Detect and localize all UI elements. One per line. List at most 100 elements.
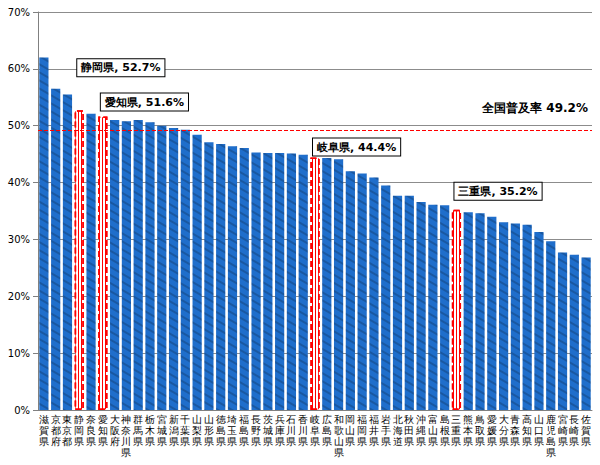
svg-text:森: 森 bbox=[510, 425, 520, 436]
svg-text:岐阜県, 44.4%: 岐阜県, 44.4% bbox=[317, 141, 396, 154]
svg-text:阜: 阜 bbox=[310, 425, 320, 436]
svg-text:口: 口 bbox=[534, 425, 544, 436]
svg-text:島: 島 bbox=[322, 425, 332, 436]
svg-text:県: 県 bbox=[558, 436, 568, 447]
svg-text:県: 県 bbox=[499, 436, 509, 447]
svg-text:群: 群 bbox=[133, 414, 143, 425]
svg-text:和: 和 bbox=[334, 414, 344, 425]
svg-text:宮: 宮 bbox=[558, 414, 568, 425]
svg-text:愛: 愛 bbox=[98, 414, 108, 425]
svg-text:奈: 奈 bbox=[121, 425, 131, 436]
svg-text:長: 長 bbox=[569, 414, 579, 425]
svg-text:県: 県 bbox=[322, 436, 332, 447]
svg-text:島: 島 bbox=[440, 414, 450, 425]
svg-text:形: 形 bbox=[204, 425, 214, 436]
svg-text:田: 田 bbox=[404, 425, 414, 436]
svg-text:手: 手 bbox=[381, 425, 391, 436]
svg-text:秋: 秋 bbox=[404, 414, 414, 425]
svg-text:広: 広 bbox=[322, 414, 332, 425]
svg-text:崎: 崎 bbox=[569, 425, 579, 436]
svg-text:阪: 阪 bbox=[110, 425, 120, 436]
svg-text:山: 山 bbox=[345, 425, 355, 436]
svg-text:愛知県, 51.6%: 愛知県, 51.6% bbox=[105, 96, 184, 109]
svg-text:50%: 50% bbox=[8, 120, 30, 131]
svg-text:県: 県 bbox=[451, 436, 461, 447]
svg-text:馬: 馬 bbox=[132, 425, 143, 436]
svg-text:岩: 岩 bbox=[381, 414, 391, 425]
svg-text:東: 東 bbox=[62, 414, 72, 425]
svg-text:府: 府 bbox=[51, 436, 61, 447]
svg-text:奈: 奈 bbox=[86, 414, 96, 425]
svg-text:縄: 縄 bbox=[415, 425, 426, 436]
svg-text:三: 三 bbox=[451, 414, 461, 425]
svg-text:青: 青 bbox=[510, 414, 520, 425]
svg-text:府: 府 bbox=[110, 436, 120, 447]
svg-text:都: 都 bbox=[51, 425, 61, 436]
svg-text:県: 県 bbox=[404, 436, 414, 447]
svg-text:新: 新 bbox=[169, 414, 179, 425]
svg-text:山: 山 bbox=[428, 425, 438, 436]
svg-text:県: 県 bbox=[157, 436, 167, 447]
svg-text:60%: 60% bbox=[8, 63, 30, 74]
svg-text:県: 県 bbox=[275, 436, 285, 447]
svg-text:都: 都 bbox=[62, 436, 72, 447]
svg-text:県: 県 bbox=[546, 447, 556, 458]
svg-text:70%: 70% bbox=[8, 7, 30, 18]
svg-text:富: 富 bbox=[428, 414, 438, 425]
svg-text:静: 静 bbox=[74, 414, 84, 425]
svg-text:県: 県 bbox=[251, 436, 261, 447]
svg-text:県: 県 bbox=[227, 436, 237, 447]
svg-text:20%: 20% bbox=[8, 291, 30, 302]
svg-text:全国普及率 49.2%: 全国普及率 49.2% bbox=[481, 101, 588, 115]
svg-text:県: 県 bbox=[487, 436, 497, 447]
svg-text:川: 川 bbox=[298, 425, 308, 436]
svg-text:道: 道 bbox=[393, 436, 403, 447]
svg-text:歌: 歌 bbox=[334, 425, 344, 436]
svg-text:県: 県 bbox=[39, 436, 49, 447]
svg-text:県: 県 bbox=[381, 436, 391, 447]
svg-text:岐: 岐 bbox=[310, 414, 320, 425]
svg-text:県: 県 bbox=[121, 447, 131, 458]
svg-text:崎: 崎 bbox=[558, 425, 568, 436]
svg-text:賀: 賀 bbox=[581, 425, 591, 436]
svg-text:福: 福 bbox=[239, 414, 249, 425]
svg-text:分: 分 bbox=[499, 425, 509, 436]
svg-text:静岡県, 52.7%: 静岡県, 52.7% bbox=[80, 61, 160, 74]
svg-text:本: 本 bbox=[463, 425, 473, 436]
svg-text:庫: 庫 bbox=[275, 425, 285, 436]
svg-text:県: 県 bbox=[475, 436, 485, 447]
svg-text:沖: 沖 bbox=[416, 414, 426, 425]
svg-text:重: 重 bbox=[451, 425, 461, 436]
svg-text:徳: 徳 bbox=[216, 414, 226, 425]
svg-text:県: 県 bbox=[581, 436, 591, 447]
svg-text:知: 知 bbox=[522, 425, 532, 436]
svg-text:玉: 玉 bbox=[227, 425, 237, 436]
svg-text:京: 京 bbox=[51, 414, 61, 425]
svg-text:梨: 梨 bbox=[192, 425, 202, 436]
svg-text:県: 県 bbox=[569, 436, 579, 447]
svg-text:三重県, 35.2%: 三重県, 35.2% bbox=[458, 185, 537, 198]
svg-text:30%: 30% bbox=[8, 234, 30, 245]
svg-text:県: 県 bbox=[145, 436, 155, 447]
svg-text:県: 県 bbox=[74, 436, 84, 447]
svg-text:兵: 兵 bbox=[275, 414, 285, 425]
svg-text:熊: 熊 bbox=[463, 414, 473, 425]
svg-text:千: 千 bbox=[180, 414, 190, 425]
svg-text:根: 根 bbox=[440, 425, 450, 436]
svg-text:岡: 岡 bbox=[357, 425, 367, 436]
svg-text:福: 福 bbox=[369, 414, 379, 425]
svg-text:県: 県 bbox=[298, 436, 308, 447]
svg-text:木: 木 bbox=[145, 425, 155, 436]
svg-text:良: 良 bbox=[86, 425, 96, 436]
svg-text:野: 野 bbox=[251, 425, 261, 436]
svg-text:葉: 葉 bbox=[180, 425, 190, 436]
svg-text:島: 島 bbox=[546, 436, 556, 447]
svg-text:県: 県 bbox=[204, 436, 214, 447]
svg-text:県: 県 bbox=[192, 436, 202, 447]
svg-text:茨: 茨 bbox=[263, 414, 273, 425]
svg-text:大: 大 bbox=[110, 414, 120, 425]
svg-text:県: 県 bbox=[239, 436, 249, 447]
svg-text:県: 県 bbox=[133, 436, 143, 447]
svg-text:県: 県 bbox=[357, 436, 367, 447]
svg-text:媛: 媛 bbox=[487, 425, 497, 436]
